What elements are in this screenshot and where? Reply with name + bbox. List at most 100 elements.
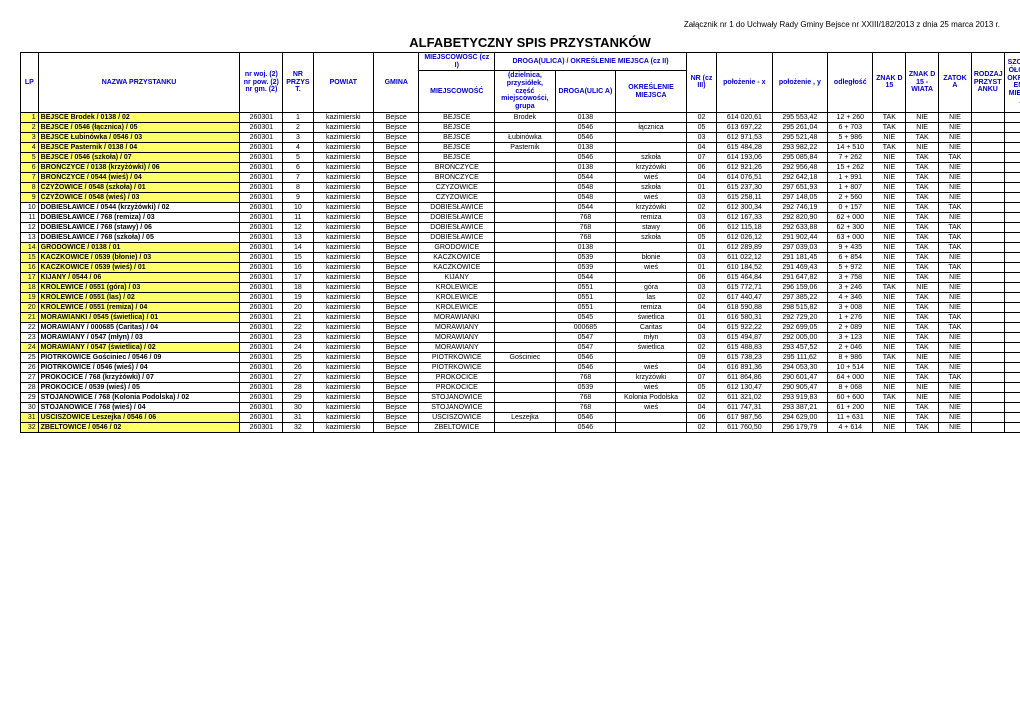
table-row: 13DOBIESŁAWICE / 768 (szkoła) / 05260301… [21,232,1020,242]
cell: 32 [21,422,39,432]
cell [495,152,556,162]
cell: 11 + 631 [828,412,873,422]
cell: NIE [906,352,939,362]
cell: NIE [939,292,972,302]
cell: NIE [873,232,906,242]
cell: 21 [21,312,39,322]
cell: 8 [21,182,39,192]
cell: 5 [21,152,39,162]
cell: 1 + 276 [828,312,873,322]
cell [495,192,556,202]
cell: BEJSCE [419,152,495,162]
cell: NIE [939,362,972,372]
cell: 260301 [240,202,283,212]
cell: kazimierski [313,252,374,262]
cell: góra [616,282,687,292]
cell: 292 746,19 [772,202,827,212]
cell: Bejsce [374,192,419,202]
cell: Bejsce [374,382,419,392]
cell: kazimierski [313,362,374,372]
cell [971,172,1004,182]
cell [495,202,556,212]
cell [495,272,556,282]
cell: TAK [873,392,906,402]
cell: TAK [906,232,939,242]
cell: MORAWIANY [419,342,495,352]
cell: TAK [873,112,906,122]
cell [495,242,556,252]
cell: 04 [686,322,716,332]
cell: Bejsce [374,412,419,422]
cell: KACZKOWICE / 0539 (błonie) / 03 [38,252,240,262]
cell: 297 385,22 [772,292,827,302]
cell: 14 [283,242,313,252]
cell: TAK [939,262,972,272]
cell: Łubinówka [495,132,556,142]
cell: KRÓLEWICE [419,282,495,292]
cell: 23 [283,332,313,342]
cell: NIE [873,172,906,182]
cell: NIE [906,282,939,292]
table-row: 31UŚCISZOWICE Leszejka / 0546 / 06260301… [21,412,1020,422]
cell: TAK [873,142,906,152]
cell: 612 289,89 [717,242,772,252]
cell: wieś [616,262,687,272]
cell: 0544 [555,202,616,212]
cell: 0548 [555,182,616,192]
cell: Bejsce [374,152,419,162]
cell: 260301 [240,292,283,302]
cell: krzyżówki [616,162,687,172]
cell [1004,312,1020,322]
cell: 291 902,44 [772,232,827,242]
cell: Pasternik [495,142,556,152]
cell: 2 + 560 [828,192,873,202]
cell: 09 [686,352,716,362]
cell [495,122,556,132]
cell: Bejsce [374,392,419,402]
cell: 292 729,20 [772,312,827,322]
cell: 612 971,53 [717,132,772,142]
cell: Bejsce [374,262,419,272]
cell: 10 [21,202,39,212]
cell [971,242,1004,252]
cell: NIE [939,162,972,172]
cell: 0548 [555,192,616,202]
cell: kazimierski [313,142,374,152]
cell: 0547 [555,332,616,342]
cell: 18 [21,282,39,292]
cell: 64 + 000 [828,372,873,382]
cell: 260301 [240,402,283,412]
cell: PIOTRKOWICE / 0546 (wieś) / 04 [38,362,240,372]
cell: 03 [686,132,716,142]
cell [1004,292,1020,302]
cell: PIOTRKOWICE [419,362,495,372]
cell: DOBIESŁAWICE / 768 (szkoła) / 05 [38,232,240,242]
col-znak1: ZNAK D 15 [873,53,906,113]
cell: Bejsce [374,312,419,322]
cell [971,332,1004,342]
cell: 613 697,22 [717,122,772,132]
cell: wieś [616,192,687,202]
section1: MIEJSCOWOŚĆ (cz I) [419,53,495,71]
cell: 260301 [240,282,283,292]
cell: krzyżówki [616,202,687,212]
cell: NIE [939,402,972,412]
cell [971,272,1004,282]
cell: 6 + 854 [828,252,873,262]
cell: Bejsce [374,342,419,352]
col-poly: położenie , y [772,53,827,113]
cell: remiza [616,302,687,312]
cell [1004,152,1020,162]
cell: szkoła [616,232,687,242]
table-row: 27PROKOCICE / 768 (krzyżówki) / 07260301… [21,372,1020,382]
cell: NIE [873,262,906,272]
cell: TAK [906,292,939,302]
cell: DOBIESŁAWICE / 768 (stawy) / 06 [38,222,240,232]
cell [495,172,556,182]
cell: 612 167,33 [717,212,772,222]
cell: 01 [686,262,716,272]
cell: 260301 [240,352,283,362]
cell: błonie [616,252,687,262]
cell: NIE [873,302,906,312]
cell: 14 + 510 [828,142,873,152]
